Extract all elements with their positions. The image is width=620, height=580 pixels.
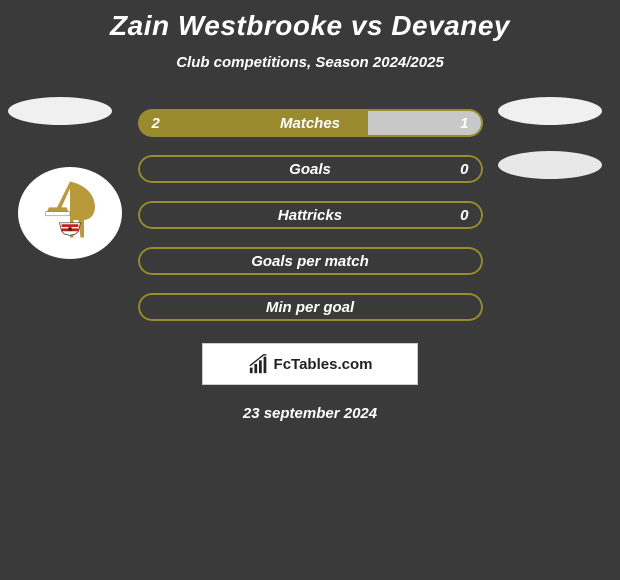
stat-bar: Min per goal xyxy=(138,293,483,321)
page-title: Zain Westbrooke vs Devaney xyxy=(0,0,620,42)
bar-label: Min per goal xyxy=(138,299,483,316)
date-text: 23 september 2024 xyxy=(0,405,620,422)
stat-bar: 0Hattricks xyxy=(138,201,483,229)
stat-bar: 21Matches xyxy=(138,109,483,137)
bar-label: Matches xyxy=(138,115,483,132)
page-subtitle: Club competitions, Season 2024/2025 xyxy=(0,54,620,71)
stat-bar: Goals per match xyxy=(138,247,483,275)
player-right-placeholder-1 xyxy=(498,97,602,125)
comparison-card: Zain Westbrooke vs Devaney Club competit… xyxy=(0,0,620,422)
player-left-placeholder xyxy=(8,97,112,125)
stats-area: 21Matches 0Goals 0Hattricks Goals per match… xyxy=(0,109,620,321)
chart-icon xyxy=(248,353,270,375)
player-right-placeholder-2 xyxy=(498,151,602,179)
bar-label: Hattricks xyxy=(138,207,483,224)
bar-label: Goals per match xyxy=(138,253,483,270)
stat-bars: 21Matches 0Goals 0Hattricks Goals per match… xyxy=(138,109,483,321)
watermark: FcTables.com xyxy=(202,343,418,385)
stat-bar: 0Goals xyxy=(138,155,483,183)
watermark-text: FcTables.com xyxy=(274,356,373,373)
bar-label: Goals xyxy=(138,161,483,178)
club-badge xyxy=(18,167,122,259)
doncaster-badge-icon xyxy=(35,178,105,248)
